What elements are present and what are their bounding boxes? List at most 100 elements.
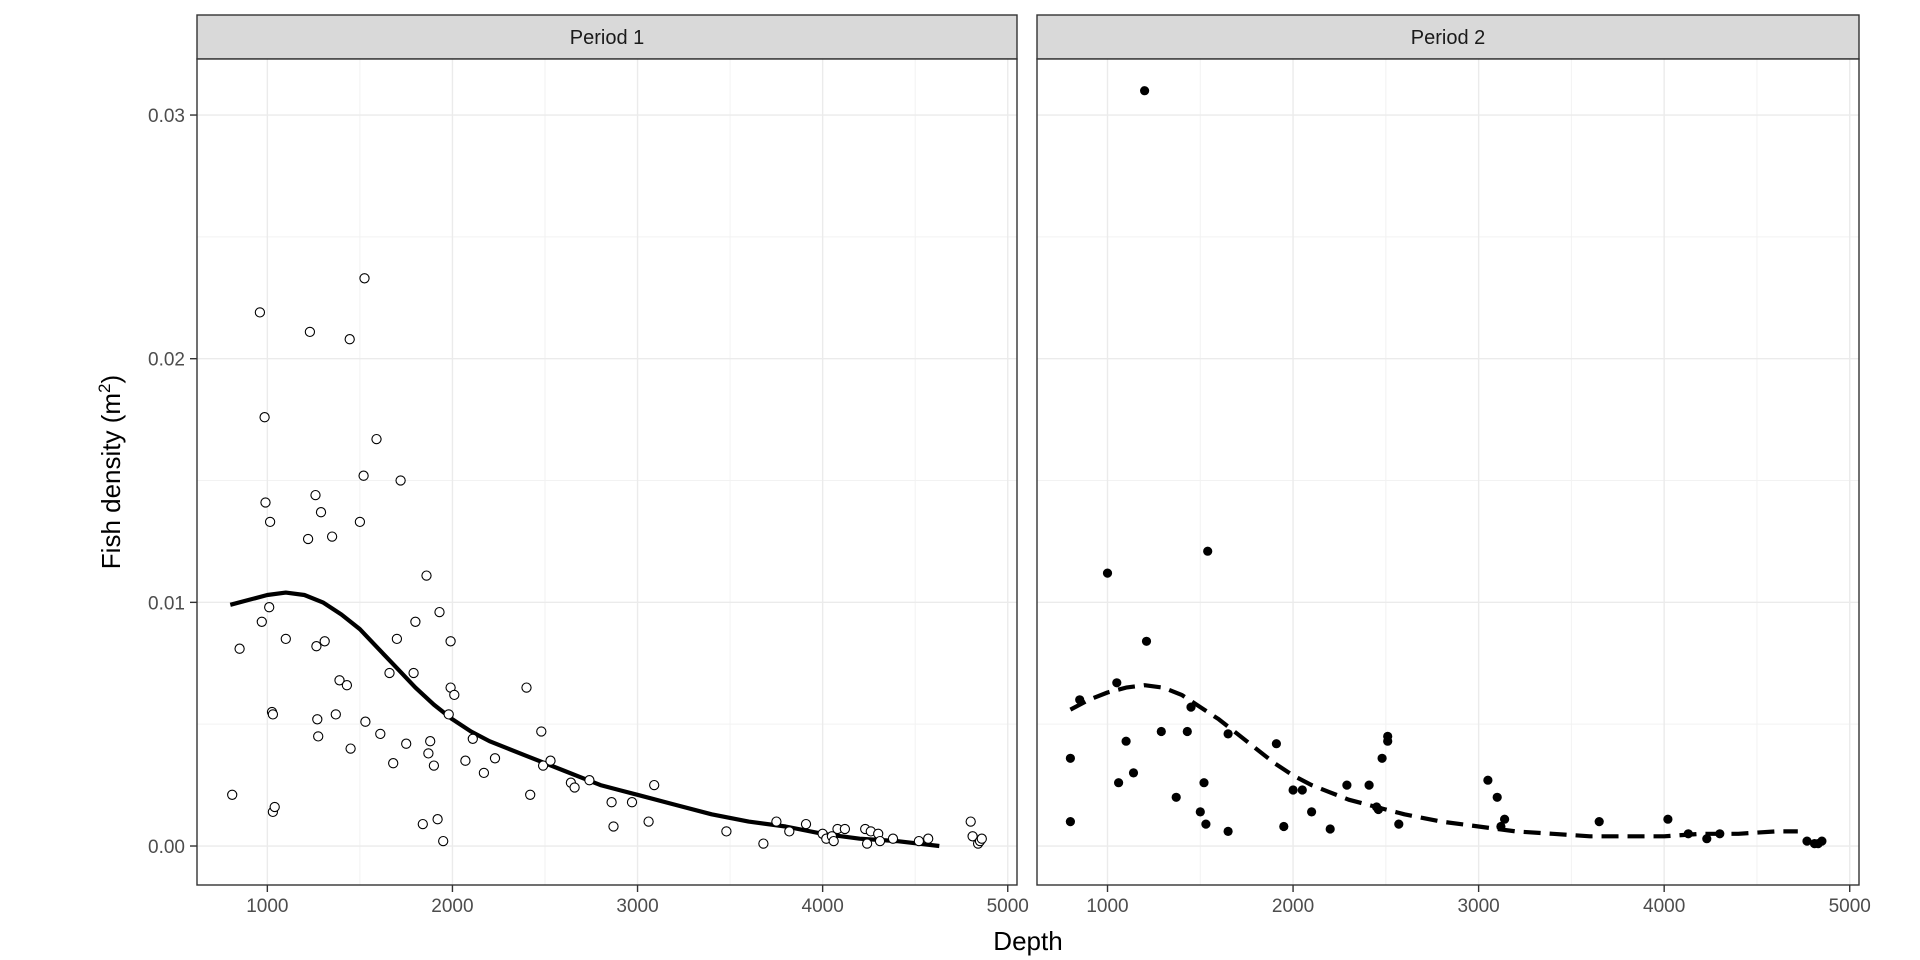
- data-point: [536, 726, 547, 737]
- y-axis-title-text: Fish density (m: [96, 393, 126, 569]
- data-point: [467, 733, 478, 744]
- y-tick-label: 0.02: [148, 350, 185, 371]
- data-point: [1373, 804, 1383, 815]
- data-point: [1140, 86, 1150, 96]
- data-point: [408, 667, 419, 679]
- panel-period-2-strip: [1036, 14, 1860, 60]
- data-point: [358, 470, 369, 481]
- data-point: [584, 775, 595, 786]
- data-point: [256, 616, 267, 627]
- data-point: [1182, 726, 1192, 737]
- data-point: [310, 489, 321, 501]
- data-point: [1271, 739, 1281, 749]
- data-point: [434, 606, 445, 618]
- data-point: [967, 831, 978, 842]
- x-tick-label: 4000: [802, 896, 844, 917]
- data-point: [976, 833, 987, 844]
- data-point: [425, 736, 436, 747]
- smooth-line-1: [229, 590, 940, 849]
- x-tick-label: 3000: [616, 896, 658, 917]
- data-point: [606, 797, 617, 808]
- data-point: [861, 838, 873, 849]
- data-point: [1065, 753, 1075, 763]
- data-point: [525, 789, 536, 800]
- data-point: [1307, 807, 1317, 817]
- data-point: [423, 748, 434, 759]
- data-point: [1171, 792, 1181, 802]
- data-point: [1112, 678, 1122, 688]
- data-point: [489, 753, 501, 764]
- data-point: [267, 709, 279, 720]
- data-point: [1203, 546, 1213, 556]
- data-point: [319, 636, 330, 647]
- data-point: [334, 675, 345, 686]
- data-point: [721, 826, 732, 837]
- data-point: [521, 682, 532, 693]
- data-point: [234, 643, 245, 654]
- data-point: [1663, 814, 1673, 824]
- data-point: [259, 412, 270, 423]
- data-point: [649, 779, 660, 791]
- x-tick-label: 2000: [431, 896, 473, 917]
- data-point: [965, 816, 976, 827]
- data-point: [828, 835, 839, 847]
- panel-period-1-x-ticks: 1000 2000 3000 4000 5000: [246, 885, 1029, 917]
- y-axis-title-superscript: 2: [95, 383, 114, 392]
- data-point: [384, 667, 395, 679]
- data-point: [345, 743, 356, 754]
- data-point: [1297, 785, 1307, 795]
- data-point: [1141, 636, 1152, 646]
- data-point: [1065, 817, 1075, 827]
- data-point: [537, 760, 549, 771]
- data-point: [260, 497, 271, 508]
- data-point: [326, 531, 338, 542]
- y-axis: 0.00 0.01 0.02 0.03: [148, 106, 197, 858]
- data-point: [771, 816, 782, 827]
- data-point: [1492, 792, 1502, 802]
- data-point: [1802, 836, 1812, 846]
- panel-period-2-border: [1036, 58, 1860, 886]
- data-point: [330, 709, 341, 720]
- data-point: [227, 789, 238, 800]
- data-point: [460, 755, 471, 766]
- y-tick-label: 0.03: [148, 106, 185, 127]
- data-point: [1715, 829, 1725, 839]
- x-tick-label: 5000: [987, 896, 1029, 917]
- data-point: [313, 731, 324, 742]
- data-point: [302, 533, 314, 545]
- data-point: [1195, 807, 1205, 817]
- data-point: [1500, 814, 1510, 824]
- data-point: [264, 602, 275, 613]
- data-point: [360, 716, 371, 727]
- data-point: [1496, 821, 1506, 832]
- data-point: [545, 755, 556, 766]
- panel-period-1-grid: [197, 59, 1017, 885]
- panel-period-2: Period 2 1000 2000 3000 4000 5000: [1036, 14, 1871, 917]
- y-axis-title: Fish density (m2): [95, 375, 126, 569]
- data-point: [432, 814, 443, 825]
- data-point: [784, 826, 795, 837]
- data-point: [1377, 753, 1387, 763]
- data-point: [371, 433, 382, 445]
- data-point: [874, 835, 886, 847]
- panel-period-1-series: [227, 273, 987, 849]
- panel-period-1-background: [197, 59, 1017, 885]
- data-point: [1288, 785, 1298, 795]
- data-point: [428, 760, 440, 771]
- data-point: [388, 758, 399, 769]
- x-tick-label: 2000: [1272, 896, 1314, 917]
- data-point: [410, 616, 421, 627]
- data-point: [758, 838, 769, 849]
- data-point: [311, 641, 322, 652]
- data-point: [449, 689, 460, 701]
- data-point: [923, 833, 934, 844]
- data-point: [375, 728, 386, 740]
- data-point: [1223, 729, 1233, 739]
- data-point: [1102, 568, 1113, 578]
- data-point: [395, 475, 406, 486]
- data-point: [1075, 695, 1085, 705]
- data-point: [438, 835, 449, 847]
- data-point: [1325, 824, 1335, 834]
- data-point: [1114, 778, 1124, 788]
